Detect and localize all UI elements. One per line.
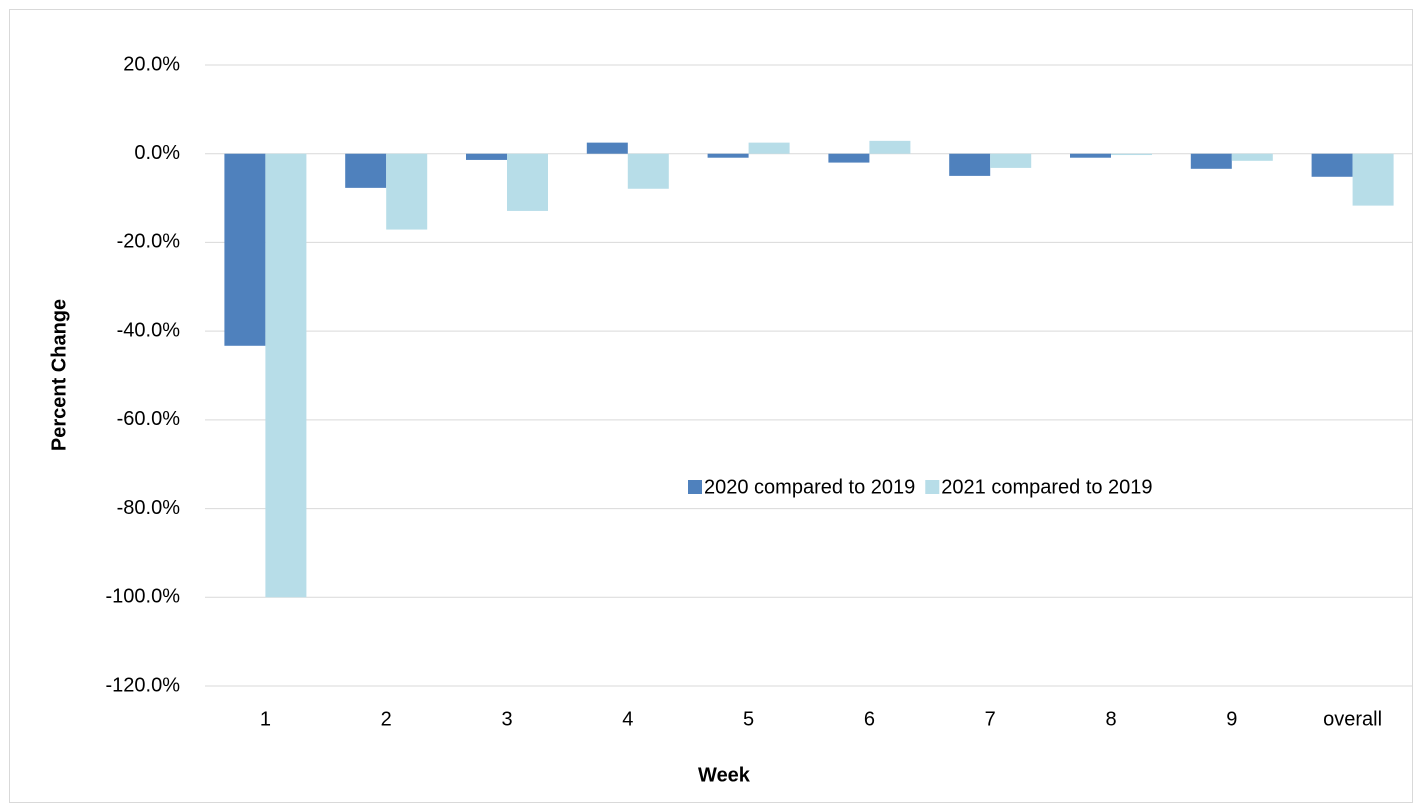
bar xyxy=(386,153,428,230)
legend-label: 2021 compared to 2019 xyxy=(941,476,1152,498)
bar xyxy=(1352,153,1394,206)
y-tick-label: -100.0% xyxy=(106,586,181,608)
legend-swatch xyxy=(925,480,940,494)
bar xyxy=(1190,153,1232,169)
bar xyxy=(707,153,749,158)
x-tick-label: 7 xyxy=(985,708,996,730)
y-tick-label: -80.0% xyxy=(117,497,181,519)
x-tick-label: overall xyxy=(1323,708,1382,730)
y-tick-label: 20.0% xyxy=(123,53,180,75)
x-tick-label: 1 xyxy=(260,708,271,730)
bar xyxy=(828,153,870,163)
x-tick-label: 5 xyxy=(743,708,754,730)
x-axis-title: Week xyxy=(698,764,751,786)
bar xyxy=(1311,153,1353,177)
y-tick-label: -60.0% xyxy=(117,408,181,430)
bar xyxy=(507,153,548,211)
x-tick-label: 2 xyxy=(381,708,392,730)
x-tick-label: 6 xyxy=(864,708,875,730)
x-tick-label: 4 xyxy=(622,708,633,730)
bar xyxy=(224,153,266,346)
bar xyxy=(627,153,669,189)
legend-swatch xyxy=(688,480,702,494)
bar xyxy=(990,153,1032,168)
y-tick-label: -20.0% xyxy=(117,231,181,253)
x-tick-label: 3 xyxy=(501,708,512,730)
y-tick-label: -40.0% xyxy=(117,319,181,341)
bar xyxy=(586,142,628,154)
bar xyxy=(748,142,790,154)
bar xyxy=(265,153,307,598)
bar xyxy=(1070,153,1111,158)
bar xyxy=(1231,153,1273,161)
bar xyxy=(1111,153,1152,156)
y-tick-label: -120.0% xyxy=(106,674,181,696)
y-axis-title: Percent Change xyxy=(48,299,70,451)
legend-label: 2020 compared to 2019 xyxy=(704,476,915,498)
bar xyxy=(949,153,991,176)
x-tick-label: 8 xyxy=(1105,708,1116,730)
y-tick-label: 0.0% xyxy=(134,142,180,164)
x-tick-label: 9 xyxy=(1226,708,1237,730)
bar xyxy=(345,153,387,188)
bar xyxy=(869,140,911,154)
chart-border xyxy=(9,9,1413,803)
bar xyxy=(466,153,507,160)
